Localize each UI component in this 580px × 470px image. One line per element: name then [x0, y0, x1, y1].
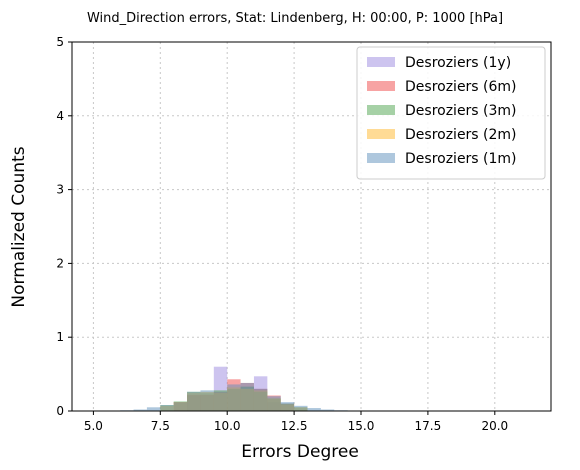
series-5: [120, 382, 348, 411]
histogram-bar: [240, 382, 254, 411]
histogram-bar: [200, 390, 214, 411]
y-tick-label: 4: [56, 109, 64, 123]
legend-swatch: [367, 129, 395, 139]
histogram-bar: [267, 396, 281, 411]
plot-frame: [71, 41, 552, 412]
legend-swatch: [367, 57, 395, 67]
x-tick-label: 10.0: [214, 419, 241, 433]
histogram-bar: [280, 402, 295, 411]
legend: Desroziers (1y) Desroziers (6m) Desroziers…: [356, 46, 546, 180]
histogram-bar: [160, 405, 174, 411]
legend-swatch: [367, 81, 395, 91]
legend-label: Desroziers (6m): [405, 79, 517, 95]
y-tick-label: 1: [56, 330, 64, 344]
histogram-bar: [227, 384, 241, 411]
histogram-bar: [307, 408, 321, 411]
histogram-bar: [133, 409, 147, 411]
legend-label: Desroziers (3m): [405, 103, 517, 119]
y-tick-label: 0: [56, 404, 64, 418]
axis-ticks: 5.0 7.5 10.0 12.5 15.0 17.5 20.0 0 1 2 3 4 5: [56, 35, 508, 433]
x-tick-label: 15.0: [348, 419, 375, 433]
x-tick-label: 5.0: [84, 419, 103, 433]
y-tick-label: 2: [56, 256, 64, 270]
x-tick-label: 7.5: [151, 419, 170, 433]
histogram-bar: [213, 391, 228, 411]
histogram-bar: [294, 405, 308, 411]
y-tick-label: 3: [56, 183, 64, 197]
histogram-bar: [320, 409, 335, 411]
x-tick-label: 17.5: [415, 419, 442, 433]
legend-box: [356, 46, 546, 180]
x-tick-label: 12.5: [281, 419, 308, 433]
legend-label: Desroziers (1y): [405, 55, 511, 71]
histogram-bar: [173, 402, 188, 411]
histogram-bar: [187, 391, 201, 411]
x-axis-title: Errors Degree: [241, 442, 359, 462]
legend-swatch: [367, 105, 395, 115]
legend-label: Desroziers (1m): [405, 151, 517, 167]
legend-swatch: [367, 153, 395, 163]
x-tick-label: 20.0: [481, 419, 508, 433]
y-tick-label: 5: [56, 35, 64, 49]
histogram-bar: [253, 388, 268, 411]
y-axis-title: Normalized Counts: [9, 146, 29, 307]
histogram-bars: [120, 366, 348, 411]
legend-label: Desroziers (2m): [405, 127, 517, 143]
histogram-bar: [146, 407, 161, 411]
chart-title: Wind_Direction errors, Stat: Lindenberg,…: [87, 11, 503, 26]
